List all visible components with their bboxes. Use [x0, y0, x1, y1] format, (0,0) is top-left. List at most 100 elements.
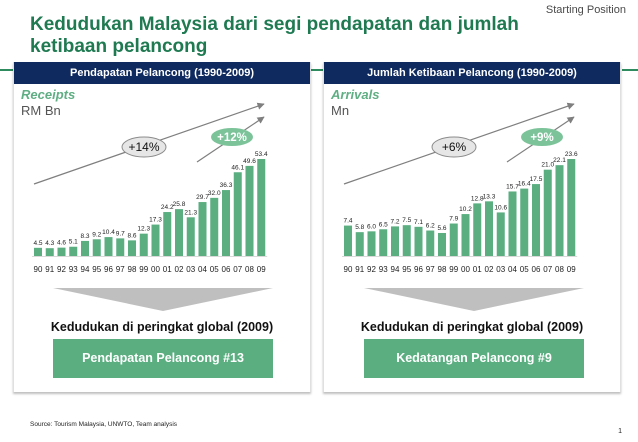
bar-value-label: 4.6	[57, 240, 66, 247]
x-tick-label: 96	[104, 265, 113, 274]
title-rule-middle	[311, 69, 323, 71]
arrivals-rank-badge: Kedatangan Pelancong #9	[364, 339, 584, 378]
bar	[163, 212, 172, 256]
bar-value-label: 9.7	[116, 230, 125, 237]
bar-value-label: 6.5	[379, 221, 388, 228]
cagr-long-badge	[431, 136, 477, 158]
bar	[461, 214, 470, 256]
bar	[391, 226, 399, 256]
bar-value-label: 49.6	[243, 158, 256, 165]
x-tick-label: 07	[543, 265, 552, 274]
bar-value-label: 9.2	[92, 231, 101, 238]
starting-position-tag: Starting Position	[545, 4, 626, 16]
page-number: 1	[618, 428, 622, 435]
bar	[344, 225, 352, 256]
arrivals-metric-label: Arrivals	[331, 87, 380, 102]
bar-value-label: 15.7	[506, 183, 519, 190]
bar-value-label: 12.3	[137, 226, 150, 233]
bar-value-label: 32.0	[208, 190, 221, 197]
bar-value-label: 53.4	[255, 151, 268, 158]
arrivals-panel-header: Jumlah Ketibaan Pelancong (1990-2009)	[324, 62, 620, 84]
bar	[45, 248, 54, 256]
bar	[496, 212, 505, 256]
bar-value-label: 46.1	[231, 164, 244, 171]
bar	[367, 231, 376, 256]
svg-text:+9%: +9%	[530, 132, 553, 144]
bar	[198, 202, 207, 256]
x-tick-label: 95	[402, 265, 411, 274]
cagr-short-badge	[521, 128, 563, 146]
bar	[473, 203, 482, 256]
svg-text:+14%: +14%	[128, 140, 159, 154]
bar	[567, 159, 576, 256]
x-tick-label: 01	[473, 265, 482, 274]
bar-value-label: 17.3	[149, 217, 162, 224]
bar	[485, 201, 493, 256]
x-tick-label: 96	[414, 265, 423, 274]
x-tick-label: 93	[379, 265, 388, 274]
bar	[257, 159, 266, 256]
x-tick-label: 05	[210, 265, 219, 274]
x-tick-label: 92	[367, 265, 376, 274]
svg-text:+6%: +6%	[442, 140, 467, 154]
bar	[104, 237, 113, 256]
bar-value-label: 7.1	[414, 219, 423, 226]
bar	[222, 190, 230, 256]
bar-value-label: 22.1	[553, 157, 566, 164]
bar-value-label: 5.6	[437, 225, 446, 232]
bar-value-label: 8.6	[127, 232, 136, 239]
bar	[233, 172, 242, 256]
bar	[210, 197, 219, 256]
receipts-panel: Pendapatan Pelancong (1990-2009) Receipt…	[13, 62, 311, 392]
x-tick-label: 07	[233, 265, 242, 274]
bar	[175, 209, 183, 256]
bar	[245, 165, 254, 256]
x-tick-label: 93	[69, 265, 78, 274]
bar-value-label: 7.5	[402, 217, 411, 224]
x-tick-label: 09	[257, 265, 266, 274]
bar	[34, 247, 42, 256]
x-tick-label: 06	[222, 265, 231, 274]
x-tick-label: 91	[45, 265, 54, 274]
receipts-bar-chart: +14% +12% 4.5 90 4.3 91 4.6 92 5.1 93 8.3 94 9.2 95 10…	[32, 102, 268, 274]
x-tick-label: 06	[532, 265, 541, 274]
bar-value-label: 23.6	[565, 151, 578, 158]
x-tick-label: 94	[391, 265, 400, 274]
receipts-rank-label: Kedudukan di peringkat global (2009)	[50, 320, 274, 334]
bar-value-label: 8.3	[80, 233, 89, 240]
x-tick-label: 04	[198, 265, 207, 274]
page-title: Kedudukan Malaysia dari segi pendapatan …	[30, 14, 519, 57]
source-note: Source: Tourism Malaysia, UNWTO, Team an…	[30, 421, 178, 428]
bar-value-label: 36.3	[220, 182, 233, 189]
bar	[555, 165, 564, 256]
x-tick-label: 90	[34, 265, 43, 274]
x-tick-label: 02	[485, 265, 494, 274]
x-tick-label: 05	[520, 265, 529, 274]
x-tick-label: 09	[567, 265, 576, 274]
x-tick-label: 08	[555, 265, 564, 274]
x-tick-label: 99	[449, 265, 458, 274]
bar-value-label: 10.2	[459, 206, 472, 213]
bar	[69, 246, 78, 256]
arrivals-unit-label: Mn	[331, 103, 350, 118]
x-tick-label: 92	[57, 265, 66, 274]
title-rule-left	[0, 69, 14, 71]
arrivals-panel: Jumlah Ketibaan Pelancong (1990-2009) Ar…	[323, 62, 621, 392]
bar	[379, 229, 388, 256]
bar-value-label: 7.2	[390, 218, 399, 225]
bar-value-label: 29.7	[196, 194, 209, 201]
bar	[543, 169, 552, 256]
bar	[151, 224, 160, 256]
x-tick-label: 97	[116, 265, 125, 274]
bar-value-label: 5.8	[355, 224, 364, 231]
bar-value-label: 6.0	[367, 223, 376, 230]
x-tick-label: 04	[508, 265, 517, 274]
x-tick-label: 97	[426, 265, 435, 274]
x-tick-label: 03	[496, 265, 505, 274]
bar-value-label: 7.9	[449, 216, 458, 223]
bar	[402, 225, 411, 256]
receipts-unit-label: RM Bn	[21, 103, 61, 118]
x-tick-label: 94	[81, 265, 90, 274]
x-tick-label: 95	[92, 265, 101, 274]
bar-value-label: 5.1	[69, 239, 78, 246]
